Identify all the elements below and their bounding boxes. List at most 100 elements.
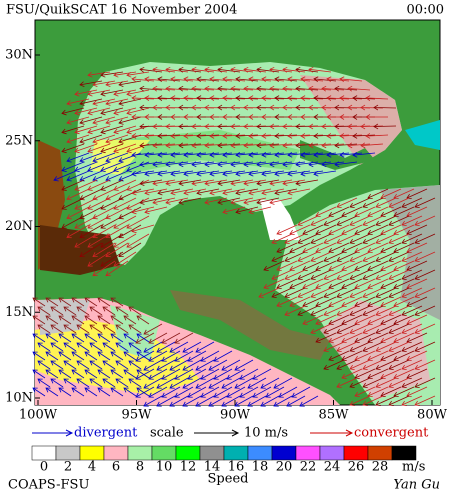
- wind-arrow: [87, 125, 111, 135]
- wind-arrow: [63, 324, 77, 334]
- wind-arrow: [170, 188, 194, 196]
- wind-arrow: [308, 142, 332, 149]
- wind-arrow: [100, 143, 124, 154]
- wind-arrow: [326, 133, 350, 139]
- wind-arrow: [66, 224, 90, 239]
- wind-arrow: [310, 269, 332, 281]
- wind-arrow: [74, 233, 98, 248]
- wind-arrow: [295, 161, 319, 168]
- wind-arrow: [71, 351, 85, 361]
- wind-arrow: [71, 387, 85, 397]
- wind-arrow: [406, 332, 428, 344]
- wind-arrow: [284, 233, 306, 245]
- speed-patch: [405, 120, 440, 150]
- wind-arrow: [235, 188, 259, 196]
- wind-arrow: [271, 269, 293, 281]
- wind-arrow: [261, 188, 285, 196]
- wind-arrow: [169, 341, 189, 353]
- wind-arrow: [414, 287, 436, 299]
- wind-arrow: [362, 269, 384, 281]
- wind-arrow: [323, 359, 345, 371]
- wind-arrow: [156, 395, 176, 407]
- wind-arrow: [118, 98, 142, 106]
- wind-arrow: [89, 306, 103, 316]
- wind-arrow: [174, 386, 194, 398]
- wind-arrow: [373, 104, 397, 111]
- wind-arrow: [313, 170, 337, 177]
- wind-arrow: [401, 287, 423, 299]
- wind-arrow: [380, 206, 402, 218]
- wind-arrow: [183, 95, 207, 101]
- wind-arrow: [92, 224, 116, 239]
- wind-arrow: [165, 85, 189, 92]
- wind-arrow: [217, 66, 241, 73]
- wind-arrow: [200, 350, 220, 362]
- wind-arrow: [87, 161, 111, 172]
- wind-arrow: [284, 305, 306, 317]
- wind-arrow: [300, 170, 324, 177]
- wind-arrow: [323, 233, 345, 245]
- wind-arrow: [143, 359, 163, 371]
- wind-arrow: [157, 151, 181, 158]
- wind-arrow: [152, 66, 176, 73]
- wind-arrow: [144, 206, 168, 215]
- wind-arrow: [248, 188, 272, 196]
- wind-arrow: [161, 350, 181, 362]
- wind-arrow: [100, 251, 124, 267]
- wind-arrow: [375, 377, 397, 389]
- wind-arrow: [271, 233, 293, 245]
- wind-arrow: [349, 233, 371, 245]
- wind-arrow: [148, 368, 168, 380]
- wind-arrow: [105, 260, 129, 277]
- wind-arrow: [139, 197, 163, 205]
- wind-arrow: [79, 188, 103, 201]
- wind-arrow: [352, 133, 376, 139]
- wind-arrow: [32, 333, 46, 343]
- wind-arrow: [406, 296, 428, 308]
- wind-arrow: [182, 341, 202, 353]
- wind-arrow: [375, 359, 397, 371]
- wind-arrow: [326, 76, 350, 83]
- wind-arrow: [61, 197, 85, 210]
- wind-arrow: [375, 215, 397, 227]
- wind-arrow: [287, 133, 311, 139]
- wind-arrow: [375, 341, 397, 353]
- wind-arrow: [336, 197, 358, 209]
- wind-arrow: [92, 134, 116, 144]
- lon-label: 90W: [220, 408, 251, 423]
- wind-arrow: [297, 287, 319, 299]
- wind-arrow: [302, 224, 324, 236]
- wind-arrow: [334, 142, 358, 149]
- wind-arrow: [84, 297, 98, 307]
- wind-arrow: [209, 95, 233, 101]
- legend-arrow-head: [65, 429, 74, 437]
- wind-arrow: [222, 133, 246, 139]
- wind-arrow: [388, 341, 410, 353]
- wind-arrow: [247, 377, 267, 389]
- wind-arrow: [209, 170, 233, 177]
- colorbar-label: 8: [136, 460, 144, 475]
- wind-arrow: [287, 76, 311, 83]
- wind-arrow: [58, 387, 72, 397]
- colorbar-swatch: [271, 445, 297, 461]
- wind-arrow: [110, 315, 124, 325]
- wind-arrow: [178, 179, 202, 186]
- wind-arrow: [195, 341, 215, 353]
- lat-label: 30N: [5, 48, 33, 63]
- wind-arrow: [217, 197, 241, 205]
- wind-arrow: [144, 151, 168, 158]
- wind-arrow: [196, 151, 220, 158]
- wind-arrow: [352, 95, 376, 101]
- wind-arrow: [339, 151, 363, 158]
- wind-arrow: [61, 161, 85, 172]
- wind-arrow: [32, 297, 46, 307]
- wind-arrow: [50, 360, 64, 370]
- wind-arrow: [310, 287, 332, 299]
- speed-patch: [300, 75, 402, 165]
- wind-arrow: [230, 66, 254, 73]
- colorbar-swatch: [367, 445, 393, 461]
- wind-arrow: [297, 233, 319, 245]
- wind-arrow: [256, 161, 280, 168]
- colorbar-label: 26: [348, 460, 365, 475]
- wind-arrow: [152, 161, 176, 168]
